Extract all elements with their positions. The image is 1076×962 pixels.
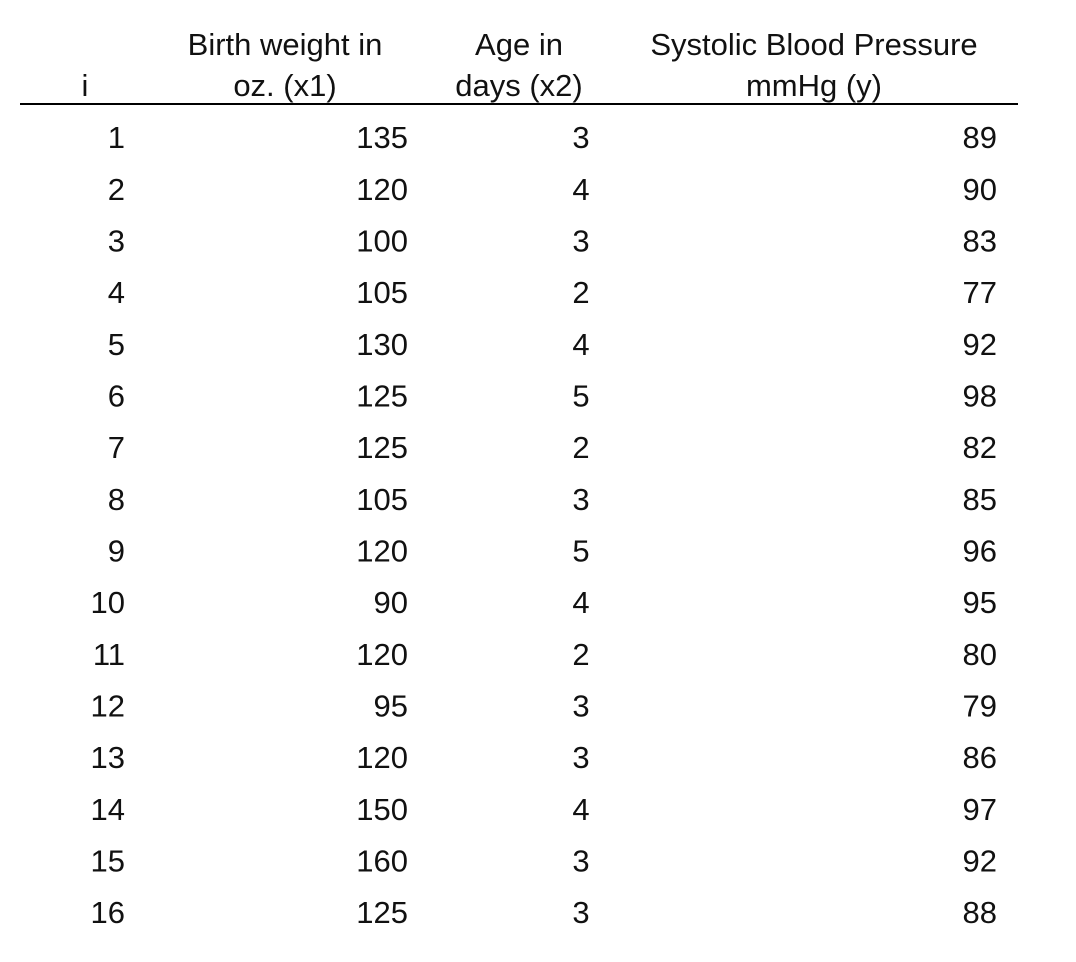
- table-cell: 3: [572, 895, 589, 930]
- table-cell: 160: [356, 844, 408, 879]
- table-cell: 92: [963, 844, 997, 879]
- table-cell: 85: [963, 482, 997, 517]
- table-cell: 120: [356, 534, 408, 569]
- table-cell: 83: [963, 224, 997, 259]
- table-cell: 125: [356, 430, 408, 465]
- row-index: 15: [91, 844, 125, 879]
- table-cell: 125: [356, 379, 408, 414]
- column-header: oz. (x1): [233, 68, 336, 103]
- table-cell: 5: [572, 534, 589, 569]
- table-cell: 120: [356, 740, 408, 775]
- table-cell: 150: [356, 792, 408, 827]
- table-cell: 79: [963, 689, 997, 724]
- table-cell: 3: [572, 740, 589, 775]
- table-cell: 5: [572, 379, 589, 414]
- row-index: 3: [108, 224, 125, 259]
- table-cell: 120: [356, 637, 408, 672]
- column-header: days (x2): [455, 68, 582, 103]
- table-cell: 90: [374, 585, 408, 620]
- row-index: 8: [108, 482, 125, 517]
- row-index: 7: [108, 430, 125, 465]
- table-cell: 82: [963, 430, 997, 465]
- row-index: 16: [91, 895, 125, 930]
- row-index: 9: [108, 534, 125, 569]
- table-cell: 3: [572, 120, 589, 155]
- table-cell: 2: [572, 430, 589, 465]
- table-cell: 98: [963, 379, 997, 414]
- column-header: i: [82, 68, 89, 103]
- row-index: 1: [108, 120, 125, 155]
- table-cell: 89: [963, 120, 997, 155]
- table-cell: 105: [356, 482, 408, 517]
- table-cell: 130: [356, 327, 408, 362]
- column-header: Systolic Blood Pressure: [650, 27, 977, 62]
- table-cell: 3: [572, 689, 589, 724]
- column-header: mmHg (y): [746, 68, 882, 103]
- table-cell: 4: [572, 792, 589, 827]
- table-cell: 80: [963, 637, 997, 672]
- table-cell: 90: [963, 172, 997, 207]
- row-index: 10: [91, 585, 125, 620]
- table-cell: 3: [572, 482, 589, 517]
- table-cell: 88: [963, 895, 997, 930]
- column-header: Birth weight in: [188, 27, 383, 62]
- table-cell: 125: [356, 895, 408, 930]
- row-index: 5: [108, 327, 125, 362]
- table-cell: 4: [572, 172, 589, 207]
- table-cell: 97: [963, 792, 997, 827]
- table-cell: 120: [356, 172, 408, 207]
- table-cell: 95: [963, 585, 997, 620]
- table-cell: 77: [963, 275, 997, 310]
- table-cell: 92: [963, 327, 997, 362]
- table-cell: 3: [572, 844, 589, 879]
- row-index: 6: [108, 379, 125, 414]
- table-cell: 3: [572, 224, 589, 259]
- table-cell: 100: [356, 224, 408, 259]
- row-index: 13: [91, 740, 125, 775]
- row-index: 12: [91, 689, 125, 724]
- row-index: 11: [93, 637, 125, 672]
- row-index: 14: [91, 792, 125, 827]
- table-cell: 96: [963, 534, 997, 569]
- table-cell: 105: [356, 275, 408, 310]
- table-cell: 95: [374, 689, 408, 724]
- table-cell: 135: [356, 120, 408, 155]
- table-cell: 4: [572, 327, 589, 362]
- row-index: 4: [108, 275, 125, 310]
- row-index: 2: [108, 172, 125, 207]
- table-cell: 86: [963, 740, 997, 775]
- column-header: Age in: [475, 27, 563, 62]
- table-cell: 4: [572, 585, 589, 620]
- table-cell: 2: [572, 637, 589, 672]
- table-cell: 2: [572, 275, 589, 310]
